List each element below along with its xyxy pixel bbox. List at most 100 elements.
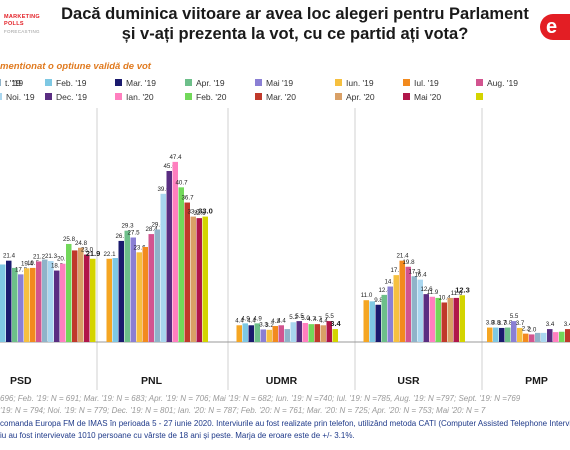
bar-usr [447, 297, 453, 342]
bar-psd [42, 259, 48, 342]
data-label: 29.6 [151, 222, 164, 229]
bar-psd [78, 247, 84, 342]
data-label: 17.3 [408, 268, 421, 275]
bar-psd [60, 263, 66, 342]
legend-label: Apr. '20 [346, 92, 375, 102]
data-label: 3.8 [504, 320, 513, 327]
bar-usr [423, 294, 429, 342]
data-label: 11.6 [451, 290, 463, 297]
bar-usr [435, 297, 441, 342]
bar-pnl [184, 202, 190, 342]
bar-pnl [112, 258, 118, 342]
legend-label: Feb. '19 [56, 78, 87, 88]
legend-swatch [255, 93, 262, 100]
data-label: 18.8 [51, 263, 64, 270]
data-label: 4.9 [241, 315, 250, 322]
data-label: 39.0 [157, 186, 170, 193]
logo-line-1: MARKETING [4, 14, 41, 20]
bar-udmr [284, 329, 290, 342]
bar-pnl [154, 229, 160, 342]
footer-sample-sizes-2: '19: N = 794; Noi. '19: N = 779; Dec. '1… [0, 406, 486, 415]
bar-psd [48, 261, 54, 342]
bar-udmr [236, 325, 242, 342]
bar-pmp [541, 332, 547, 342]
bar-udmr [308, 324, 314, 342]
data-label: 5.5 [510, 313, 519, 320]
bar-psd [72, 250, 78, 342]
bar-pnl [130, 237, 136, 342]
data-label: 4.4 [319, 317, 328, 324]
category-label: PSD [10, 375, 32, 387]
bar-psd [84, 254, 90, 342]
data-label: 27.5 [127, 230, 140, 237]
legend-swatch [476, 79, 483, 86]
legend-label: Mar. '20 [266, 92, 296, 102]
data-label: 17.6 [390, 267, 403, 274]
data-label: 3.4 [564, 321, 570, 328]
data-label: 4.9 [253, 315, 262, 322]
legend-swatch [0, 93, 2, 100]
data-label: 3.7 [498, 320, 507, 327]
bar-usr [399, 260, 405, 342]
legend-swatch [335, 93, 342, 100]
data-label: 28.4 [145, 226, 158, 233]
bar-psd [30, 267, 36, 342]
data-label: 12.3 [455, 285, 470, 294]
data-label: 3.8 [486, 320, 495, 327]
bar-psd [12, 267, 18, 342]
data-label: 24.8 [75, 240, 88, 247]
data-label: 16.4 [414, 272, 427, 279]
bar-pmp [559, 331, 565, 342]
bar-udmr [248, 325, 254, 342]
data-label: 3.7 [516, 320, 525, 327]
data-label: 45.0 [163, 163, 176, 170]
legend-swatch [403, 93, 410, 100]
chart-legend: . '19 Feb. '19 Mar. '19 Apr. '19 Mai '19 Iun.… [0, 78, 570, 108]
bar-pnl [202, 216, 208, 342]
bar-psd [36, 261, 42, 342]
category-label: USR [397, 375, 420, 387]
data-label: 12.4 [378, 287, 391, 294]
legend-label: Apr. '19 [196, 78, 225, 88]
bar-pnl [166, 171, 172, 342]
bar-pnl [142, 247, 148, 342]
bar-pnl [136, 252, 142, 342]
bar-chart: 21.4 17.819.419.521.2 21.3 18.820.6 25.824.8… [0, 108, 570, 390]
bar-usr [369, 301, 375, 342]
data-label: 19.4 [21, 260, 34, 267]
bar-udmr [320, 325, 326, 342]
data-label: 21.2 [33, 253, 46, 260]
bar-udmr [326, 321, 332, 342]
legend-swatch [335, 79, 342, 86]
legend-swatch [255, 79, 262, 86]
data-label: 9.8 [374, 297, 383, 304]
bar-pnl [178, 187, 184, 342]
bar-pnl [172, 161, 178, 342]
data-label: 4.7 [313, 316, 322, 323]
legend-label: Feb. '20 [196, 92, 227, 102]
bar-udmr [314, 324, 320, 342]
bar-udmr [266, 329, 272, 342]
data-label: 4.4 [235, 317, 244, 324]
data-label: 17.8 [15, 266, 28, 273]
footer-sample-sizes-1: 696; Feb. '19: N = 691; Mar. '19: N = 68… [0, 394, 521, 403]
legend-swatch [45, 93, 52, 100]
bar-pmp [547, 329, 553, 342]
bar-usr [363, 300, 369, 342]
data-label: 32.6 [193, 210, 206, 217]
legend-label: Iul. '19 [414, 78, 439, 88]
data-label: 3.4 [546, 321, 555, 328]
bar-psd [18, 274, 24, 342]
page-title: Dacă duminica viitoare ar avea loc alege… [60, 4, 530, 44]
data-label: 5.5 [295, 313, 304, 320]
data-label: 47.4 [169, 154, 182, 161]
data-label: 22.1 [103, 251, 116, 258]
data-label: 2.2 [522, 326, 531, 333]
data-label: 21.4 [396, 253, 409, 260]
bar-usr [453, 297, 459, 342]
bar-pmp [535, 332, 541, 342]
footer-methodology-2: iu au fost intervievate 1010 persoane cu… [0, 431, 355, 440]
bar-pnl [124, 230, 130, 342]
data-label: 33.0 [198, 207, 213, 216]
legend-swatch [115, 79, 122, 86]
